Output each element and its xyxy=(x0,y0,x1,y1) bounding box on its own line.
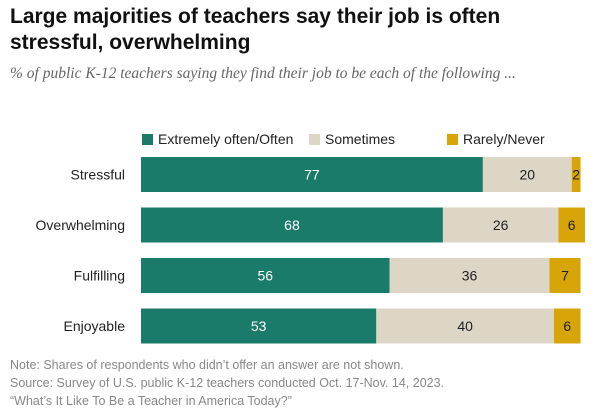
category-label-overwhelming: Overwhelming xyxy=(36,217,125,233)
bar-fulfilling-often xyxy=(141,258,390,293)
data-label-overwhelming-often: 68 xyxy=(284,217,300,233)
legend-swatch-sometimes xyxy=(309,133,320,145)
data-label-enjoyable-rarely: 6 xyxy=(563,318,571,334)
legend-item-often: Extremely often/Often xyxy=(142,131,293,147)
data-label-overwhelming-rarely: 6 xyxy=(568,217,576,233)
data-label-stressful-sometimes: 20 xyxy=(519,167,535,183)
legend-item-sometimes: Sometimes xyxy=(309,131,395,147)
legend-swatch-often xyxy=(142,133,153,145)
legend-swatch-rarely xyxy=(447,133,458,145)
bar-fulfilling-sometimes xyxy=(389,258,550,293)
bar-enjoyable-sometimes xyxy=(376,308,554,344)
category-label-stressful: Stressful xyxy=(71,167,125,183)
stacked-bar-chart: Stressful 77 20 2 Overwhelming 68 26 6 Fulfillin… xyxy=(36,157,585,344)
bar-stressful-rarely xyxy=(571,157,581,192)
legend-item-rarely: Rarely/Never xyxy=(447,131,545,147)
data-label-fulfilling-rarely: 7 xyxy=(561,268,569,284)
legend-label-often: Extremely often/Often xyxy=(158,131,294,147)
bar-enjoyable-rarely xyxy=(553,308,581,344)
data-label-overwhelming-sometimes: 26 xyxy=(493,217,509,233)
data-label-stressful-rarely: 2 xyxy=(572,167,580,183)
source-text: Source: Survey of U.S. public K-12 teach… xyxy=(10,376,445,390)
note-text: Note: Shares of respondents who didn’t o… xyxy=(10,358,404,372)
chart-notes: Note: Shares of respondents who didn’t o… xyxy=(10,356,590,410)
data-label-enjoyable-sometimes: 40 xyxy=(457,318,473,334)
chart-title: Large majorities of teachers say their j… xyxy=(10,5,501,54)
bar-overwhelming-sometimes xyxy=(442,207,559,243)
bar-enjoyable-often xyxy=(141,308,377,344)
bar-stressful-sometimes xyxy=(482,157,572,192)
bar-overwhelming-rarely xyxy=(558,207,585,243)
category-label-fulfilling: Fulfilling xyxy=(74,268,125,284)
legend-label-sometimes: Sometimes xyxy=(325,131,396,147)
chart-subtitle: % of public K-12 teachers saying they fi… xyxy=(10,65,516,82)
bar-fulfilling-rarely xyxy=(549,258,581,293)
chart-legend: Extremely often/Often Sometimes Rarely/N… xyxy=(0,131,600,149)
data-label-fulfilling-often: 56 xyxy=(258,268,274,284)
legend-label-rarely: Rarely/Never xyxy=(463,131,545,147)
category-label-enjoyable: Enjoyable xyxy=(64,318,126,334)
bar-overwhelming-often xyxy=(141,207,443,243)
data-label-enjoyable-often: 53 xyxy=(251,318,267,334)
data-label-fulfilling-sometimes: 36 xyxy=(462,268,478,284)
report-title: “What’s It Like To Be a Teacher in Ameri… xyxy=(10,394,292,408)
data-label-stressful-often: 77 xyxy=(304,167,320,183)
bar-stressful-often xyxy=(141,157,483,192)
